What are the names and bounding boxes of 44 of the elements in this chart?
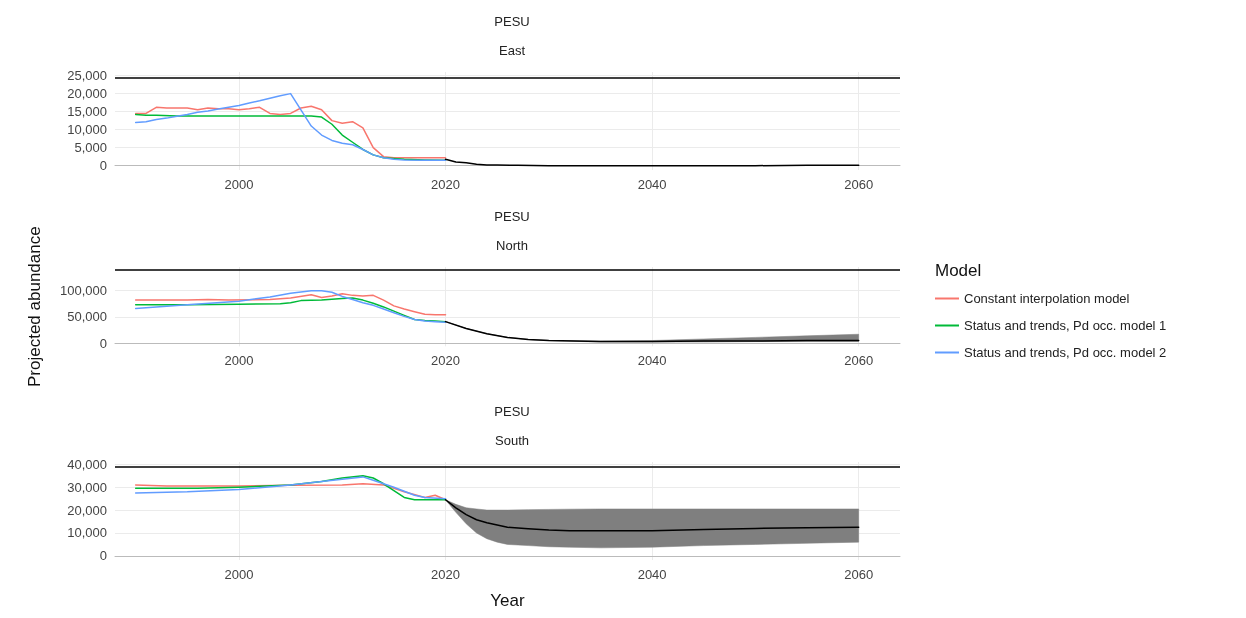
x-tick-label: 2060	[844, 177, 874, 192]
y-tick-label: 25,000	[67, 68, 107, 84]
x-tick-label: 2020	[431, 353, 460, 369]
y-tick-label: 0	[99, 548, 107, 564]
x-tick-label: 2040	[637, 177, 667, 192]
y-tick-label: 30,000	[67, 479, 107, 495]
chart-subtitle: North	[496, 238, 528, 253]
legend-label: Constant interpolation model	[964, 291, 1130, 306]
y-tick-label: 10,000	[67, 525, 107, 541]
chart-title: PESU	[494, 404, 530, 419]
chart-title: PESU	[494, 14, 530, 29]
x-tick-label: 2020	[431, 567, 460, 582]
chart-subtitle: East	[498, 43, 526, 58]
x-tick-label: 2000	[224, 177, 254, 192]
legend-label: Status and trends, Pd occ. model 1	[964, 318, 1167, 333]
y-tick-label: 15,000	[67, 104, 107, 120]
x-tick-label: 2060	[844, 353, 874, 369]
chart-subtitle: South	[495, 433, 529, 448]
line-series	[134, 289, 447, 323]
line-series	[134, 92, 447, 162]
x-tick-label: 2000	[224, 567, 254, 582]
y-axis-title: Projected abundance	[25, 226, 44, 387]
y-tick-label: 100,000	[60, 283, 107, 299]
chart-title: PESU	[494, 209, 530, 224]
x-tick-label: 2060	[844, 567, 874, 582]
x-tick-label: 2000	[224, 353, 254, 369]
line-series	[444, 158, 860, 167]
legend-label: Status and trends, Pd occ. model 2	[964, 345, 1167, 360]
legend-title: Model	[935, 261, 982, 280]
x-tick-label: 2040	[637, 567, 667, 582]
y-tick-label: 50,000	[67, 309, 107, 325]
y-tick-label: 0	[99, 335, 107, 351]
line-series	[134, 105, 447, 159]
x-axis-title: Year	[490, 591, 526, 610]
y-tick-label: 10,000	[67, 122, 107, 138]
x-tick-label: 2020	[431, 177, 460, 192]
y-tick-label: 20,000	[67, 502, 107, 518]
line-series	[444, 499, 860, 532]
y-tick-label: 40,000	[67, 456, 107, 472]
y-tick-label: 20,000	[67, 86, 107, 102]
x-tick-label: 2040	[637, 353, 667, 369]
line-series	[134, 293, 447, 316]
y-tick-label: 0	[99, 158, 107, 174]
y-tick-label: 5,000	[74, 140, 107, 156]
